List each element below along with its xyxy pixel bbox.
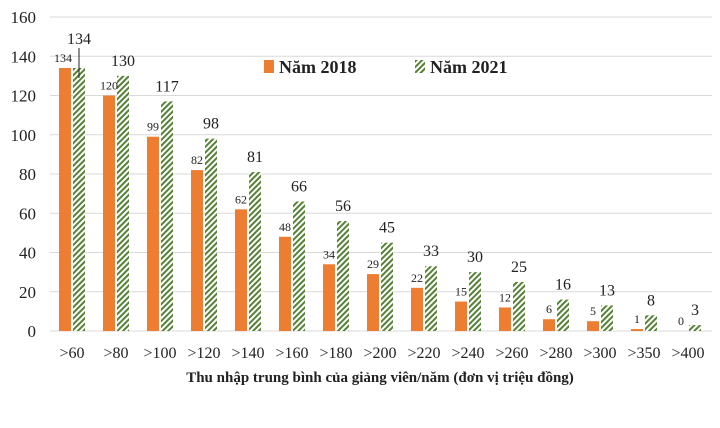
data-label: 134 xyxy=(54,51,72,65)
bar-2021 xyxy=(645,315,657,331)
bar-2021 xyxy=(513,281,525,331)
legend-swatch xyxy=(415,60,425,73)
x-tick-label: >100 xyxy=(143,345,176,362)
bar-2018 xyxy=(455,301,467,331)
data-label: 12 xyxy=(499,290,511,304)
data-label: 99 xyxy=(147,120,159,134)
x-tick-label: >120 xyxy=(187,345,220,362)
data-label: 33 xyxy=(423,243,439,260)
data-label: 13 xyxy=(599,282,615,299)
x-tick-label: >260 xyxy=(495,345,528,362)
bar-2021 xyxy=(425,266,437,331)
data-label: 62 xyxy=(235,192,247,206)
bar-2018 xyxy=(147,136,159,331)
legend-label: Năm 2021 xyxy=(430,57,508,77)
data-label: 3 xyxy=(691,302,699,319)
y-tick-label: 120 xyxy=(11,87,37,106)
data-label: 0 xyxy=(678,314,684,328)
legend-swatch xyxy=(264,60,274,73)
bar-2018 xyxy=(323,264,335,331)
x-tick-label: >200 xyxy=(363,345,396,362)
bar-2021 xyxy=(117,75,129,331)
bar-2018 xyxy=(235,209,247,331)
bar-2018 xyxy=(367,274,379,331)
y-tick-label: 140 xyxy=(11,47,37,66)
bar-2021 xyxy=(381,242,393,331)
x-tick-label: >140 xyxy=(231,345,264,362)
data-label: 16 xyxy=(555,277,571,294)
bar-2018 xyxy=(499,307,511,331)
bar-2018 xyxy=(631,329,643,331)
data-label: 134 xyxy=(67,31,91,48)
x-tick-label: >400 xyxy=(671,345,704,362)
data-label: 48 xyxy=(279,220,291,234)
x-tick-label: >160 xyxy=(275,345,308,362)
data-label: 98 xyxy=(203,116,219,133)
bar-2021 xyxy=(557,299,569,331)
bar-2021 xyxy=(601,305,613,331)
data-label: 8 xyxy=(647,292,655,309)
y-tick-label: 20 xyxy=(19,283,36,302)
data-label: 45 xyxy=(379,220,395,237)
legend-label: Năm 2018 xyxy=(279,57,357,77)
data-label: 120 xyxy=(100,79,118,93)
bar-2021 xyxy=(337,221,349,331)
bar-2018 xyxy=(411,287,423,331)
bar-2018 xyxy=(59,68,71,332)
data-label: 5 xyxy=(590,304,596,318)
bar-2021 xyxy=(73,68,85,332)
y-tick-label: 0 xyxy=(28,322,37,341)
data-label: 82 xyxy=(191,153,203,167)
x-tick-label: >180 xyxy=(319,345,352,362)
y-tick-label: 40 xyxy=(19,244,36,263)
bar-2021 xyxy=(689,325,701,331)
bar-2018 xyxy=(279,236,291,331)
bar-2018 xyxy=(587,321,599,331)
bar-2018 xyxy=(103,95,115,331)
data-label: 1 xyxy=(634,312,640,326)
bar-2021 xyxy=(161,101,173,331)
data-label: 29 xyxy=(367,257,379,271)
x-tick-label: >220 xyxy=(407,345,440,362)
data-label: 66 xyxy=(291,178,307,195)
y-tick-label: 160 xyxy=(11,8,37,27)
bar-2021 xyxy=(293,201,305,331)
bar-2021 xyxy=(205,138,217,331)
bar-2018 xyxy=(191,170,203,331)
y-tick-label: 100 xyxy=(11,126,37,145)
data-label: 6 xyxy=(546,302,552,316)
data-label: 30 xyxy=(467,249,483,266)
x-tick-label: >300 xyxy=(583,345,616,362)
x-axis-label: Thu nhập trung bình của giảng viên/năm (… xyxy=(186,370,574,386)
data-label: 34 xyxy=(323,247,335,261)
data-label: 56 xyxy=(335,198,351,215)
data-label: 15 xyxy=(455,285,467,299)
y-tick-label: 80 xyxy=(19,165,36,184)
y-tick-label: 60 xyxy=(19,204,36,223)
bar-2018 xyxy=(543,319,555,331)
x-tick-label: >240 xyxy=(451,345,484,362)
data-label: 117 xyxy=(155,78,178,95)
x-tick-label: >280 xyxy=(539,345,572,362)
data-label: 25 xyxy=(511,259,527,276)
data-label: 130 xyxy=(111,53,135,70)
data-label: 22 xyxy=(411,271,423,285)
data-label: 81 xyxy=(247,149,263,166)
x-tick-label: >60 xyxy=(59,345,84,362)
bar-2021 xyxy=(469,272,481,331)
x-tick-label: >80 xyxy=(103,345,128,362)
bar-2021 xyxy=(249,172,261,331)
x-tick-label: >350 xyxy=(627,345,660,362)
